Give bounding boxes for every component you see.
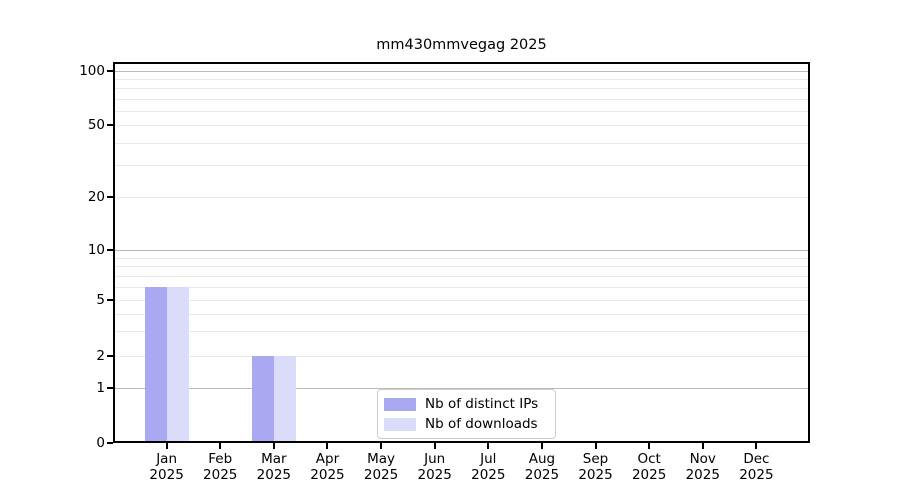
y-axis-tick <box>107 299 113 301</box>
x-axis-tick <box>648 443 651 449</box>
legend: Nb of distinct IPs Nb of downloads <box>377 389 556 439</box>
y-axis-tick <box>107 355 113 357</box>
x-axis-tick <box>380 443 383 449</box>
gridline-minor <box>113 79 810 80</box>
x-axis-tick-label-month: May <box>367 451 396 467</box>
legend-entry: Nb of distinct IPs <box>384 396 547 413</box>
bar-distinct-ips <box>251 356 274 443</box>
legend-swatch-distinct-ips <box>384 397 416 411</box>
y-axis-tick-label: 10 <box>87 242 105 258</box>
x-axis-tick-label-month: Apr <box>315 451 340 467</box>
gridline-minor <box>113 287 810 288</box>
x-axis-tick <box>165 443 168 449</box>
y-axis-tick-label: 5 <box>96 292 105 308</box>
gridline-minor <box>113 165 810 166</box>
legend-swatch-downloads <box>384 417 416 431</box>
bar-downloads <box>273 356 296 443</box>
x-axis-tick <box>272 443 275 449</box>
x-axis-tick-label-month: Oct <box>637 451 661 467</box>
x-axis-tick-label-month: Jul <box>480 451 497 467</box>
gridline-minor <box>113 143 810 144</box>
gridline-minor <box>113 300 810 301</box>
x-axis-tick-label-year: 2025 <box>739 467 774 483</box>
gridline-major <box>113 71 810 72</box>
y-axis-tick <box>107 387 113 389</box>
bar-distinct-ips <box>144 287 167 443</box>
y-axis-tick-label: 100 <box>79 63 105 79</box>
y-axis-tick-label: 50 <box>87 117 105 133</box>
bar-downloads <box>166 287 189 443</box>
gridline-major <box>113 250 810 251</box>
x-axis-tick-label-month: Aug <box>528 451 556 467</box>
x-axis-tick-label-year: 2025 <box>471 467 506 483</box>
x-axis-tick-label-year: 2025 <box>524 467 560 483</box>
y-axis-tick-label: 1 <box>96 380 105 396</box>
x-axis-tick <box>487 443 490 449</box>
x-axis-tick-label-year: 2025 <box>203 467 238 483</box>
x-axis-tick-label-month: Nov <box>689 451 716 467</box>
gridline-major <box>113 388 810 389</box>
y-axis-tick-label: 0 <box>96 435 105 451</box>
x-axis-tick-label-month: Dec <box>743 451 770 467</box>
x-axis-tick <box>701 443 704 449</box>
gridline-minor <box>113 258 810 259</box>
gridline-minor <box>113 276 810 277</box>
y-axis-tick <box>107 124 113 126</box>
legend-label: Nb of downloads <box>425 415 538 432</box>
x-axis-tick <box>219 443 222 449</box>
y-axis-tick <box>107 442 113 444</box>
gridline-minor <box>113 99 810 100</box>
gridline-minor <box>113 356 810 357</box>
y-axis-tick-label: 20 <box>87 189 105 205</box>
x-axis-tick-label-year: 2025 <box>363 467 399 483</box>
legend-entry: Nb of downloads <box>384 416 547 433</box>
x-axis-tick-label-month: Jan <box>156 451 178 467</box>
y-axis-tick <box>107 70 113 72</box>
gridline-minor <box>113 314 810 315</box>
gridline-minor <box>113 331 810 332</box>
gridline-minor <box>113 197 810 198</box>
gridline-minor <box>113 266 810 267</box>
x-axis-tick-label-year: 2025 <box>578 467 613 483</box>
x-axis-tick-label-year: 2025 <box>149 467 184 483</box>
y-axis-tick <box>107 196 113 198</box>
x-axis-tick-label-month: Jun <box>424 451 446 467</box>
x-axis-tick <box>326 443 329 449</box>
x-axis-tick <box>755 443 758 449</box>
x-axis-tick-label-year: 2025 <box>310 467 345 483</box>
y-axis-tick-label: 2 <box>96 348 105 364</box>
x-axis-tick <box>433 443 436 449</box>
x-axis-tick-label-year: 2025 <box>256 467 292 483</box>
gridline-minor <box>113 125 810 126</box>
chart-title: mm430mmvegag 2025 <box>376 37 547 53</box>
plot-area <box>113 62 810 443</box>
legend-label: Nb of distinct IPs <box>425 395 539 412</box>
y-axis-tick <box>107 249 113 251</box>
x-axis-tick-label-month: Mar <box>261 451 287 467</box>
x-axis-tick-label-year: 2025 <box>417 467 452 483</box>
x-axis-tick-label-month: Feb <box>208 451 233 467</box>
x-axis-tick <box>540 443 543 449</box>
gridline-minor <box>113 88 810 89</box>
x-axis-tick-label-year: 2025 <box>685 467 720 483</box>
x-axis-tick <box>594 443 597 449</box>
gridline-minor <box>113 111 810 112</box>
x-axis-tick-label-month: Sep <box>582 451 609 467</box>
x-axis-tick-label-year: 2025 <box>631 467 667 483</box>
